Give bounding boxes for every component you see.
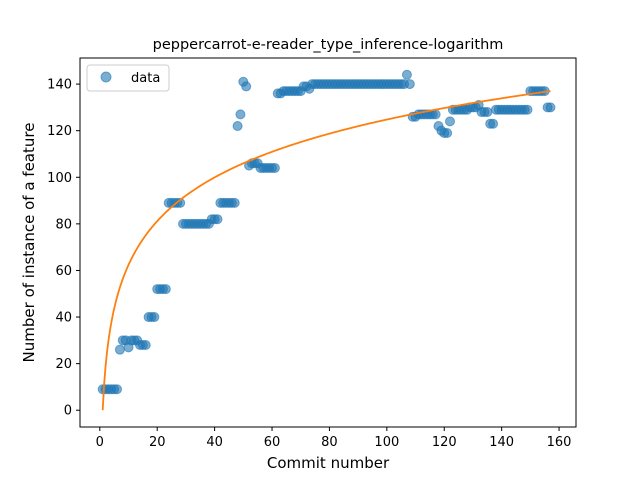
data-point [229, 197, 240, 208]
data-point [482, 107, 493, 118]
y-tick-label: 140 [47, 78, 72, 93]
y-axis-label: Number of instance of a feature [20, 123, 38, 363]
fit-line [101, 90, 551, 411]
data-point [545, 102, 556, 113]
axes-frame [79, 57, 577, 428]
y-axis: 0 20 40 60 80 100 120 140 [47, 78, 80, 419]
legend-box [86, 64, 170, 92]
data-point [430, 109, 441, 120]
data-point [444, 116, 455, 127]
x-axis: 0 20 40 60 80 100 120 140 160 [96, 427, 572, 450]
x-tick-label: 40 [206, 435, 223, 450]
x-tick-label: 120 [432, 435, 457, 450]
data-point [149, 312, 160, 323]
data-point [140, 340, 151, 350]
legend-label-data: data [131, 71, 160, 86]
data-point [401, 69, 412, 80]
data-point [442, 128, 453, 139]
data-point [212, 214, 223, 225]
y-tick-label: 20 [55, 357, 72, 372]
data-point [232, 121, 243, 132]
data-point [160, 284, 171, 295]
x-tick-label: 140 [489, 435, 514, 450]
x-tick-label: 60 [264, 435, 281, 450]
data-point [269, 162, 280, 173]
data-point [241, 81, 252, 92]
chart-title: peppercarrot-e-reader_type_inference-log… [153, 37, 504, 53]
x-axis-label: Commit number [267, 454, 390, 472]
y-tick-label: 100 [47, 171, 72, 186]
y-tick-label: 60 [55, 264, 72, 279]
data-point [404, 79, 415, 90]
x-tick-label: 0 [96, 435, 104, 450]
y-tick-label: 40 [55, 311, 72, 326]
data-point [235, 109, 246, 120]
y-tick-label: 0 [64, 404, 72, 419]
plot-area [97, 69, 556, 411]
data-point [112, 384, 123, 395]
x-tick-label: 80 [321, 435, 338, 450]
y-tick-label: 80 [55, 217, 72, 232]
y-tick-label: 120 [47, 124, 72, 139]
x-tick-label: 20 [149, 435, 166, 450]
x-tick-label: 160 [547, 435, 572, 450]
data-point [114, 344, 125, 355]
legend: data [86, 64, 170, 92]
data-point [488, 118, 499, 129]
x-tick-label: 100 [374, 435, 399, 450]
data-point [522, 104, 533, 115]
legend-marker-data [100, 71, 112, 83]
